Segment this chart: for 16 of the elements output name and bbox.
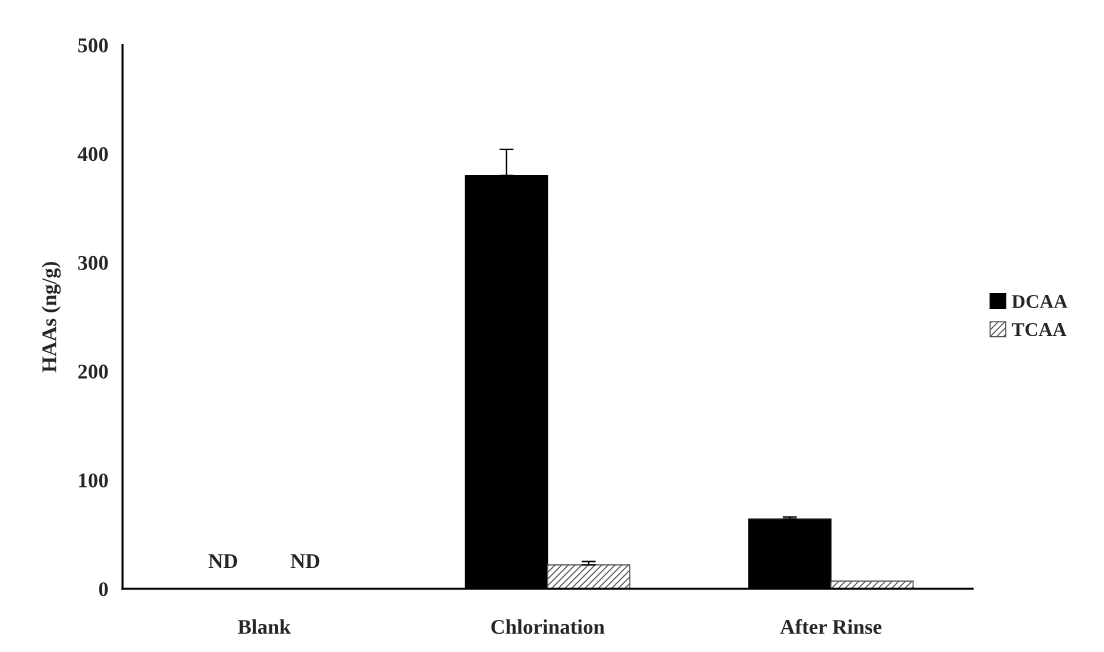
y-tick-label: 500: [78, 38, 108, 53]
legend-label: TCAA: [1011, 323, 1067, 337]
x-tick-label: Blank: [237, 619, 291, 634]
legend-label: DCAA: [1011, 294, 1068, 309]
x-tick-label: Chlorination: [491, 619, 605, 634]
bar: [830, 580, 914, 589]
text: ND: [208, 554, 238, 569]
y-tick-label: 400: [77, 147, 108, 162]
text: ND: [290, 554, 320, 569]
y-axis-title: HAAs (ng/g): [41, 261, 61, 373]
y-tick-label: 100: [79, 473, 108, 488]
y-tick-label: 300: [78, 255, 108, 270]
x-tick-label: After Rinse: [780, 619, 882, 634]
bar: [547, 564, 631, 589]
y-tick-label: 0: [99, 582, 108, 597]
y-tick-label: 200: [78, 364, 108, 379]
